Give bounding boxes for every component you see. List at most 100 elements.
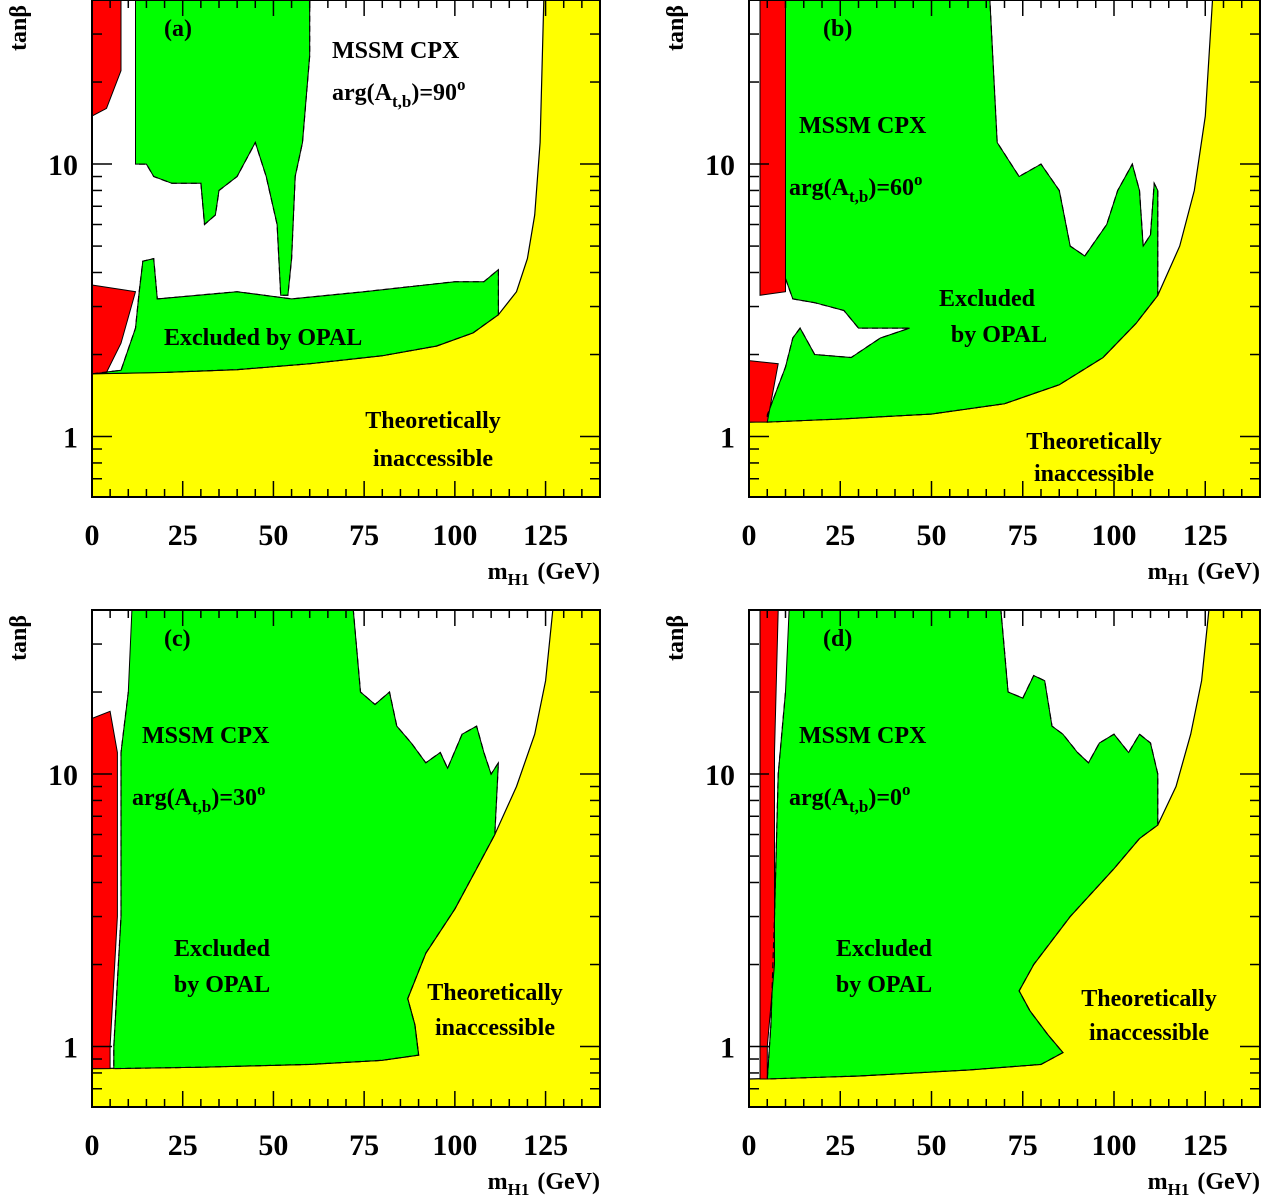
phase-label-sup: o [914, 170, 923, 189]
theory-label-line1: Theoretically [1081, 986, 1217, 1012]
y-axis: 1 10 [705, 0, 1260, 498]
phase-label-sub: t,b [192, 797, 211, 816]
x-axis-label: mH1 (GeV) [488, 1169, 600, 1199]
y-tick-label: 1 [63, 1032, 78, 1065]
y-tick-label: 10 [705, 759, 735, 792]
red-region [759, 0, 786, 296]
model-label: MSSM CPX [799, 723, 927, 749]
y-axis: 1 10 [705, 609, 1260, 1108]
model-label: MSSM CPX [799, 113, 927, 139]
excluded-label: Excluded by OPAL [164, 325, 362, 351]
y-axis-label: tanβ [663, 615, 689, 661]
annotations: (b) MSSM CPX arg(At,b)=60o Excluded by OPAL T… [789, 16, 1162, 487]
y-axis-label: tanβ [663, 5, 689, 51]
phase-label: arg(At,b)=30o [132, 780, 266, 816]
excluded-label-line1: Excluded [836, 936, 933, 962]
x-axis-label-main: m [488, 559, 508, 585]
expected-limit-line [135, 0, 311, 296]
x-tick-label: 125 [1183, 519, 1228, 552]
x-tick-label: 75 [349, 1129, 379, 1162]
theory-label-line2: inaccessible [1089, 1020, 1209, 1046]
x-tick-label: 125 [1183, 1129, 1228, 1162]
phase-label: arg(At,b)=0o [789, 780, 911, 816]
x-axis: 0 25 50 75 100 125 [85, 610, 601, 1162]
phase-label-value: )=30 [211, 785, 257, 811]
y-tick-label: 1 [720, 1032, 735, 1065]
x-tick-label: 50 [917, 1129, 947, 1162]
x-tick-label: 125 [523, 1129, 568, 1162]
excluded-label-line1: Excluded [939, 286, 1036, 312]
excluded-region [113, 610, 499, 1070]
x-axis: 0 25 50 75 100 125 [742, 610, 1261, 1162]
excluded-label-line2: by OPAL [836, 972, 932, 998]
x-tick-label: 50 [258, 519, 288, 552]
panel-label: (d) [823, 626, 852, 652]
x-tick-label: 25 [168, 519, 198, 552]
x-tick-label: 75 [349, 519, 379, 552]
phase-label-sup: o [257, 780, 266, 799]
x-tick-label: 50 [917, 519, 947, 552]
plot-regions [749, 610, 1260, 1107]
x-tick-label: 100 [1092, 519, 1137, 552]
red-region [759, 610, 779, 1080]
x-axis-label-sub: H1 [1168, 1180, 1190, 1199]
model-label: MSSM CPX [332, 38, 460, 64]
y-axis-label: tanβ [6, 615, 32, 661]
x-tick-label: 0 [85, 519, 100, 552]
x-tick-label: 25 [168, 1129, 198, 1162]
x-axis: 0 25 50 75 100 125 [742, 0, 1261, 552]
x-tick-label: 50 [258, 1129, 288, 1162]
y-tick-label: 10 [705, 149, 735, 182]
theory-label-line1: Theoretically [1026, 429, 1162, 455]
phase-label-main: arg(A [332, 80, 393, 106]
y-tick-label: 1 [63, 422, 78, 455]
phase-label-sub: t,b [849, 797, 868, 816]
red-region [92, 0, 122, 117]
x-tick-label: 100 [432, 1129, 477, 1162]
expected-limit-line [766, 0, 1159, 423]
phase-label-value: )=0 [868, 785, 902, 811]
expected-limit-line [113, 610, 500, 1070]
x-axis-label-main: m [1148, 559, 1168, 585]
phase-label: arg(At,b)=90o [332, 75, 466, 111]
panel-label: (c) [164, 626, 191, 652]
phase-label-value: )=90 [411, 80, 457, 106]
x-axis-label-main: m [488, 1169, 508, 1195]
red-region [92, 284, 137, 375]
x-axis-label: mH1 (GeV) [488, 559, 600, 589]
phase-label-sup: o [902, 780, 911, 799]
phase-label-sub: t,b [392, 92, 411, 111]
annotations: (d) MSSM CPX arg(At,b)=0o Excluded by OPAL Th… [789, 626, 1217, 1046]
x-tick-label: 25 [825, 1129, 855, 1162]
x-axis-label-sub: H1 [508, 570, 530, 589]
theory-label-line1: Theoretically [365, 408, 501, 434]
x-axis-label-unit: (GeV) [1197, 559, 1260, 585]
x-tick-label: 25 [825, 519, 855, 552]
x-axis-label-sub: H1 [508, 1180, 530, 1199]
x-axis-label-unit: (GeV) [1197, 1169, 1260, 1195]
excluded-label-line2: by OPAL [951, 322, 1047, 348]
excluded-label-line2: by OPAL [174, 972, 270, 998]
x-axis-label: mH1 (GeV) [1148, 1169, 1260, 1199]
y-tick-label: 1 [720, 422, 735, 455]
x-axis: 0 25 50 75 100 125 [85, 0, 601, 552]
x-tick-label: 0 [742, 1129, 757, 1162]
y-axis: 1 10 [48, 0, 600, 498]
x-tick-label: 100 [1092, 1129, 1137, 1162]
theory-label-line2: inaccessible [373, 446, 493, 472]
expected-limit-line [766, 610, 1159, 1080]
theory-label-line1: Theoretically [427, 980, 563, 1006]
phase-label-main: arg(A [789, 785, 850, 811]
panel-b: 0 25 50 75 100 125 1 10 tanβ mH1 (GeV) (b) MSSM CPX a… [663, 0, 1261, 589]
panel-label: (b) [823, 16, 852, 42]
phase-label-sup: o [457, 75, 466, 94]
plot-regions [749, 0, 1260, 497]
plot-regions [92, 610, 600, 1107]
theory-label-line2: inaccessible [435, 1015, 555, 1041]
panel-c: 0 25 50 75 100 125 1 10 tanβ mH1 (GeV) (c) MSSM CPX a… [6, 609, 601, 1199]
y-axis: 1 10 [48, 609, 600, 1108]
x-axis-label: mH1 (GeV) [1148, 559, 1260, 589]
x-axis-label-sub: H1 [1168, 570, 1190, 589]
phase-label-value: )=60 [868, 175, 914, 201]
